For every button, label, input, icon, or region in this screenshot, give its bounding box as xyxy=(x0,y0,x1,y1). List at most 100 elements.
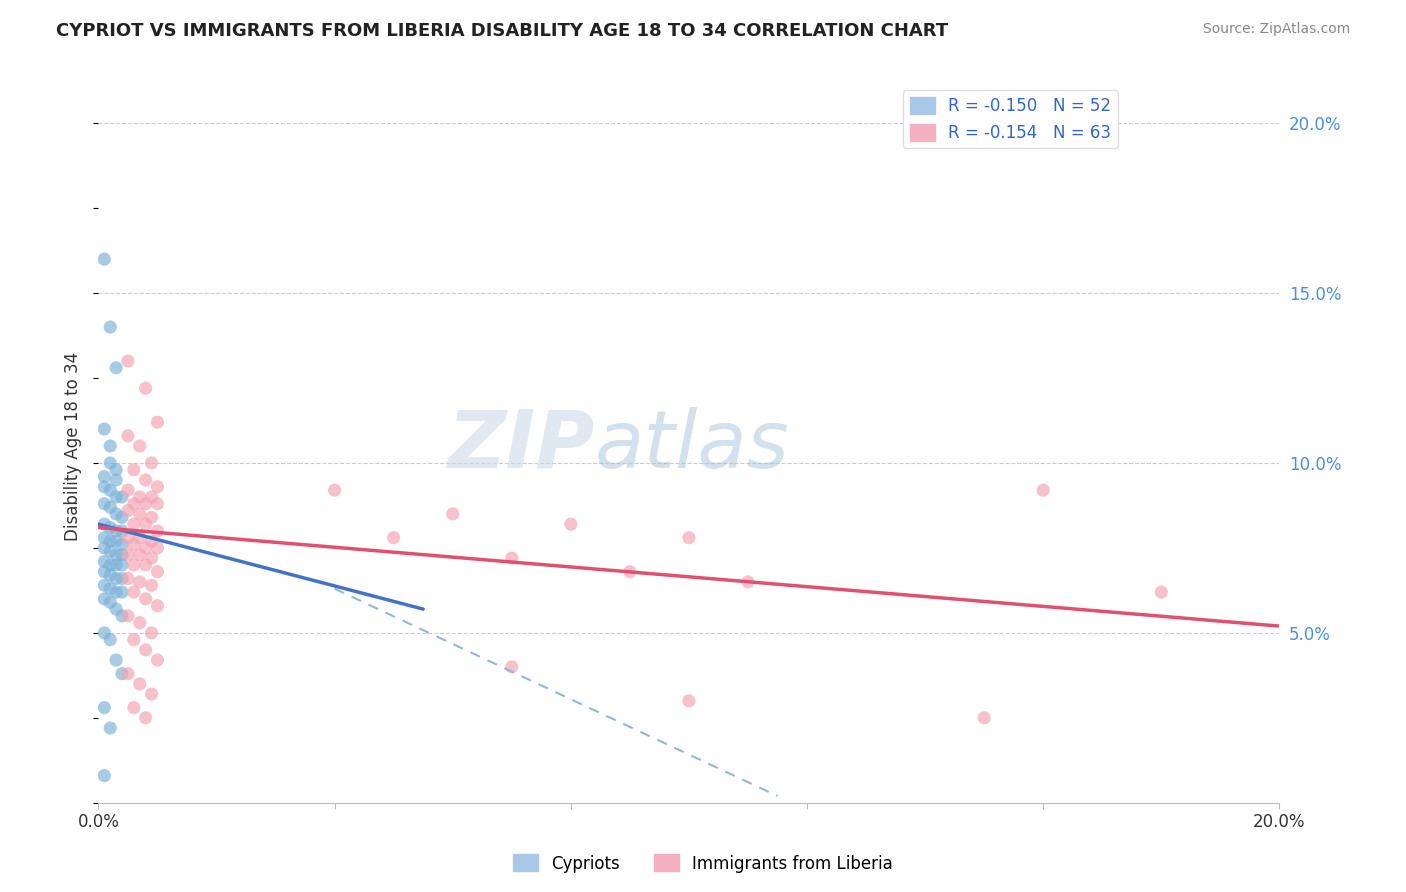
Point xyxy=(93,480,115,494)
Point xyxy=(128,531,150,545)
Point xyxy=(146,497,169,511)
Point xyxy=(105,490,128,504)
Point xyxy=(93,565,115,579)
Point xyxy=(98,544,121,558)
Point xyxy=(122,537,145,551)
Text: ZIP: ZIP xyxy=(447,407,595,485)
Point xyxy=(128,507,150,521)
Point xyxy=(93,555,115,569)
Point xyxy=(93,531,115,545)
Point xyxy=(141,578,163,592)
Point xyxy=(93,252,115,266)
Point xyxy=(122,632,145,647)
Point xyxy=(98,582,121,596)
Point xyxy=(135,381,157,395)
Point xyxy=(135,643,157,657)
Point xyxy=(560,517,582,532)
Point xyxy=(98,721,121,735)
Point xyxy=(382,531,405,545)
Point xyxy=(737,574,759,589)
Point xyxy=(135,497,157,511)
Point xyxy=(111,490,134,504)
Point xyxy=(98,632,121,647)
Point xyxy=(117,608,139,623)
Point xyxy=(93,626,115,640)
Y-axis label: Disability Age 18 to 34: Disability Age 18 to 34 xyxy=(65,351,83,541)
Point xyxy=(128,490,150,504)
Point xyxy=(105,558,128,572)
Point xyxy=(105,534,128,549)
Point xyxy=(93,591,115,606)
Point xyxy=(135,558,157,572)
Point xyxy=(111,572,134,586)
Point xyxy=(105,360,128,375)
Point xyxy=(122,463,145,477)
Point xyxy=(117,483,139,498)
Point xyxy=(98,568,121,582)
Point xyxy=(111,510,134,524)
Point xyxy=(135,473,157,487)
Point xyxy=(93,497,115,511)
Point xyxy=(93,541,115,555)
Point xyxy=(128,677,150,691)
Point xyxy=(105,653,128,667)
Point xyxy=(501,660,523,674)
Point xyxy=(105,585,128,599)
Point xyxy=(98,500,121,515)
Point xyxy=(98,520,121,534)
Point xyxy=(122,700,145,714)
Point xyxy=(98,320,121,334)
Point xyxy=(93,578,115,592)
Point xyxy=(135,591,157,606)
Point xyxy=(122,517,145,532)
Point xyxy=(122,585,145,599)
Point xyxy=(98,534,121,549)
Point xyxy=(105,463,128,477)
Point xyxy=(141,687,163,701)
Point xyxy=(122,558,145,572)
Point xyxy=(111,524,134,538)
Point xyxy=(117,354,139,368)
Point xyxy=(1150,585,1173,599)
Point xyxy=(146,565,169,579)
Point xyxy=(105,507,128,521)
Point xyxy=(117,666,139,681)
Point xyxy=(135,517,157,532)
Point xyxy=(146,653,169,667)
Point xyxy=(93,700,115,714)
Point xyxy=(146,599,169,613)
Point xyxy=(98,595,121,609)
Point xyxy=(146,541,169,555)
Point xyxy=(146,415,169,429)
Point xyxy=(135,711,157,725)
Point xyxy=(117,503,139,517)
Point xyxy=(93,517,115,532)
Point xyxy=(141,626,163,640)
Point xyxy=(105,548,128,562)
Point xyxy=(1032,483,1054,498)
Point xyxy=(111,666,134,681)
Point xyxy=(141,551,163,566)
Point xyxy=(323,483,346,498)
Point xyxy=(141,456,163,470)
Point xyxy=(105,473,128,487)
Point xyxy=(441,507,464,521)
Legend: R = -0.150   N = 52, R = -0.154   N = 63: R = -0.150 N = 52, R = -0.154 N = 63 xyxy=(903,90,1118,148)
Point xyxy=(98,456,121,470)
Text: Source: ZipAtlas.com: Source: ZipAtlas.com xyxy=(1202,22,1350,37)
Point xyxy=(128,574,150,589)
Point xyxy=(501,551,523,566)
Point xyxy=(93,422,115,436)
Point xyxy=(141,510,163,524)
Point xyxy=(973,711,995,725)
Point xyxy=(111,537,134,551)
Point xyxy=(678,694,700,708)
Text: atlas: atlas xyxy=(595,407,789,485)
Point xyxy=(98,558,121,572)
Point xyxy=(117,572,139,586)
Point xyxy=(141,490,163,504)
Point xyxy=(146,524,169,538)
Point xyxy=(105,602,128,616)
Point xyxy=(135,541,157,555)
Text: CYPRIOT VS IMMIGRANTS FROM LIBERIA DISABILITY AGE 18 TO 34 CORRELATION CHART: CYPRIOT VS IMMIGRANTS FROM LIBERIA DISAB… xyxy=(56,22,949,40)
